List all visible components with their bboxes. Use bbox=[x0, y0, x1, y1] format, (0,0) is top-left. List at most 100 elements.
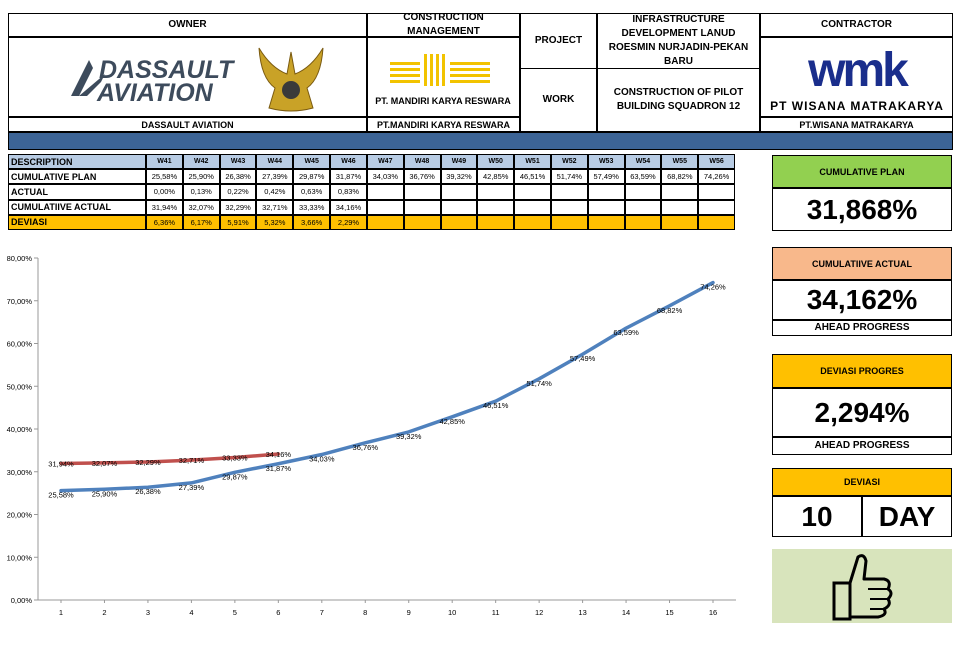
x-tick-label: 5 bbox=[233, 608, 237, 617]
panel-title: DEVIASI PROGRES bbox=[772, 354, 952, 388]
table-cell bbox=[624, 214, 662, 230]
table-cell bbox=[514, 214, 551, 230]
series-line bbox=[59, 280, 715, 493]
cm-title: CONSTRUCTION MANAGEMENT bbox=[367, 12, 520, 37]
table-cell bbox=[366, 184, 404, 200]
data-label: 26,38% bbox=[135, 487, 161, 496]
x-tick-label: 4 bbox=[189, 608, 193, 617]
data-label: 51,74% bbox=[526, 379, 552, 388]
table-cell: 31,87% bbox=[330, 169, 367, 185]
table-cell: 3,66% bbox=[293, 214, 331, 230]
data-label: 34,03% bbox=[309, 455, 335, 464]
table-cell: 32,71% bbox=[256, 199, 294, 215]
panel-title: CUMULATIIVE ACTUAL bbox=[772, 247, 952, 280]
x-tick-label: 10 bbox=[448, 608, 456, 617]
table-header: W53 bbox=[587, 154, 625, 170]
table-cell bbox=[698, 199, 735, 215]
panel-title: DEVIASI bbox=[772, 468, 952, 496]
table-cell: 31,94% bbox=[146, 199, 183, 215]
table-cell: 36,76% bbox=[403, 169, 441, 185]
x-tick-label: 1 bbox=[59, 608, 63, 617]
table-header: W54 bbox=[624, 154, 662, 170]
y-tick-label: 50,00% bbox=[7, 382, 33, 391]
contractor-logo-art: wmk PT WISANA MATRAKARYA bbox=[770, 44, 944, 113]
table-header: W56 bbox=[698, 154, 735, 170]
table-row-label: ACTUAL bbox=[8, 184, 146, 200]
emblem bbox=[258, 47, 324, 112]
data-label: 57,49% bbox=[570, 354, 596, 363]
owner-logo: DASSAULT AVIATION bbox=[8, 37, 367, 117]
table-header: W43 bbox=[219, 154, 257, 170]
dassault-mark bbox=[71, 60, 105, 96]
table-cell bbox=[366, 214, 404, 230]
table-cell: 5,91% bbox=[219, 214, 257, 230]
table-cell: 51,74% bbox=[550, 169, 588, 185]
table-cell: 68,82% bbox=[661, 169, 699, 185]
table-row-label: CUMULATIIVE ACTUAL bbox=[8, 199, 146, 215]
y-tick-label: 0,00% bbox=[11, 596, 33, 605]
x-tick-label: 12 bbox=[535, 608, 543, 617]
y-tick-label: 70,00% bbox=[7, 297, 33, 306]
y-tick-label: 10,00% bbox=[7, 553, 33, 562]
x-tick-label: 11 bbox=[492, 608, 500, 617]
x-tick-label: 15 bbox=[665, 608, 673, 617]
cm-logo: PT. MANDIRI KARYA RESWARA bbox=[367, 37, 520, 117]
table-header: W51 bbox=[514, 154, 551, 170]
table-cell bbox=[587, 199, 625, 215]
data-label: 25,58% bbox=[48, 491, 74, 500]
data-label: 34,16% bbox=[266, 450, 292, 459]
table-cell bbox=[550, 214, 588, 230]
owner-name: DASSAULT AVIATION bbox=[8, 117, 367, 132]
series-line bbox=[59, 452, 281, 466]
table-cell bbox=[366, 199, 404, 215]
data-label: 31,94% bbox=[48, 459, 74, 468]
table-cell bbox=[698, 184, 735, 200]
work: CONSTRUCTION OF PILOT BUILDING SQUADRON … bbox=[597, 68, 760, 132]
table-cell: 27,39% bbox=[256, 169, 294, 185]
table-header: W46 bbox=[330, 154, 367, 170]
panel-value: 2,294% bbox=[772, 388, 952, 437]
panel-value: 34,162% bbox=[772, 280, 952, 320]
table-cell bbox=[440, 214, 478, 230]
table-cell bbox=[550, 199, 588, 215]
data-label: 29,87% bbox=[222, 472, 248, 481]
panel-note: AHEAD PROGRESS bbox=[772, 320, 952, 336]
table-header: W47 bbox=[366, 154, 404, 170]
panel-value: 10 bbox=[772, 496, 862, 537]
project-label: PROJECT bbox=[520, 13, 597, 69]
data-label: 32,29% bbox=[135, 458, 161, 467]
table-cell bbox=[514, 199, 551, 215]
contractor-name: PT.WISANA MATRAKARYA bbox=[760, 117, 953, 132]
data-label: 39,32% bbox=[396, 432, 422, 441]
table-cell bbox=[403, 214, 441, 230]
panel-unit: DAY bbox=[862, 496, 952, 537]
x-tick-label: 8 bbox=[363, 608, 367, 617]
table-cell: 2,29% bbox=[330, 214, 367, 230]
table-cell: 74,26% bbox=[698, 169, 735, 185]
owner-logo-text: DASSAULT bbox=[99, 56, 236, 84]
y-tick-label: 80,00% bbox=[7, 254, 33, 263]
x-tick-label: 2 bbox=[102, 608, 106, 617]
cm-logo-art: PT. MANDIRI KARYA RESWARA bbox=[375, 54, 511, 106]
table-cell: 0,42% bbox=[256, 184, 294, 200]
table-header: W55 bbox=[661, 154, 699, 170]
x-tick-label: 9 bbox=[407, 608, 411, 617]
data-label: 27,39% bbox=[179, 483, 205, 492]
table-header: W42 bbox=[182, 154, 220, 170]
contractor-logo-text: PT WISANA MATRAKARYA bbox=[770, 99, 944, 113]
x-tick-label: 3 bbox=[146, 608, 150, 617]
x-tick-label: 6 bbox=[276, 608, 280, 617]
data-label: 33,33% bbox=[222, 454, 248, 463]
data-label: 46,51% bbox=[483, 401, 509, 410]
table-cell: 34,16% bbox=[330, 199, 367, 215]
panel-title: CUMULATIVE PLAN bbox=[772, 155, 952, 188]
table-cell bbox=[587, 184, 625, 200]
table-cell bbox=[698, 214, 735, 230]
table-cell: 29,87% bbox=[293, 169, 331, 185]
cm-logo-text: PT. MANDIRI KARYA RESWARA bbox=[375, 96, 511, 106]
table-cell: 6,36% bbox=[146, 214, 183, 230]
table-header: W48 bbox=[403, 154, 441, 170]
table-cell bbox=[624, 199, 662, 215]
data-label: 32,07% bbox=[92, 459, 118, 468]
cm-name: PT.MANDIRI KARYA RESWARA bbox=[367, 117, 520, 132]
